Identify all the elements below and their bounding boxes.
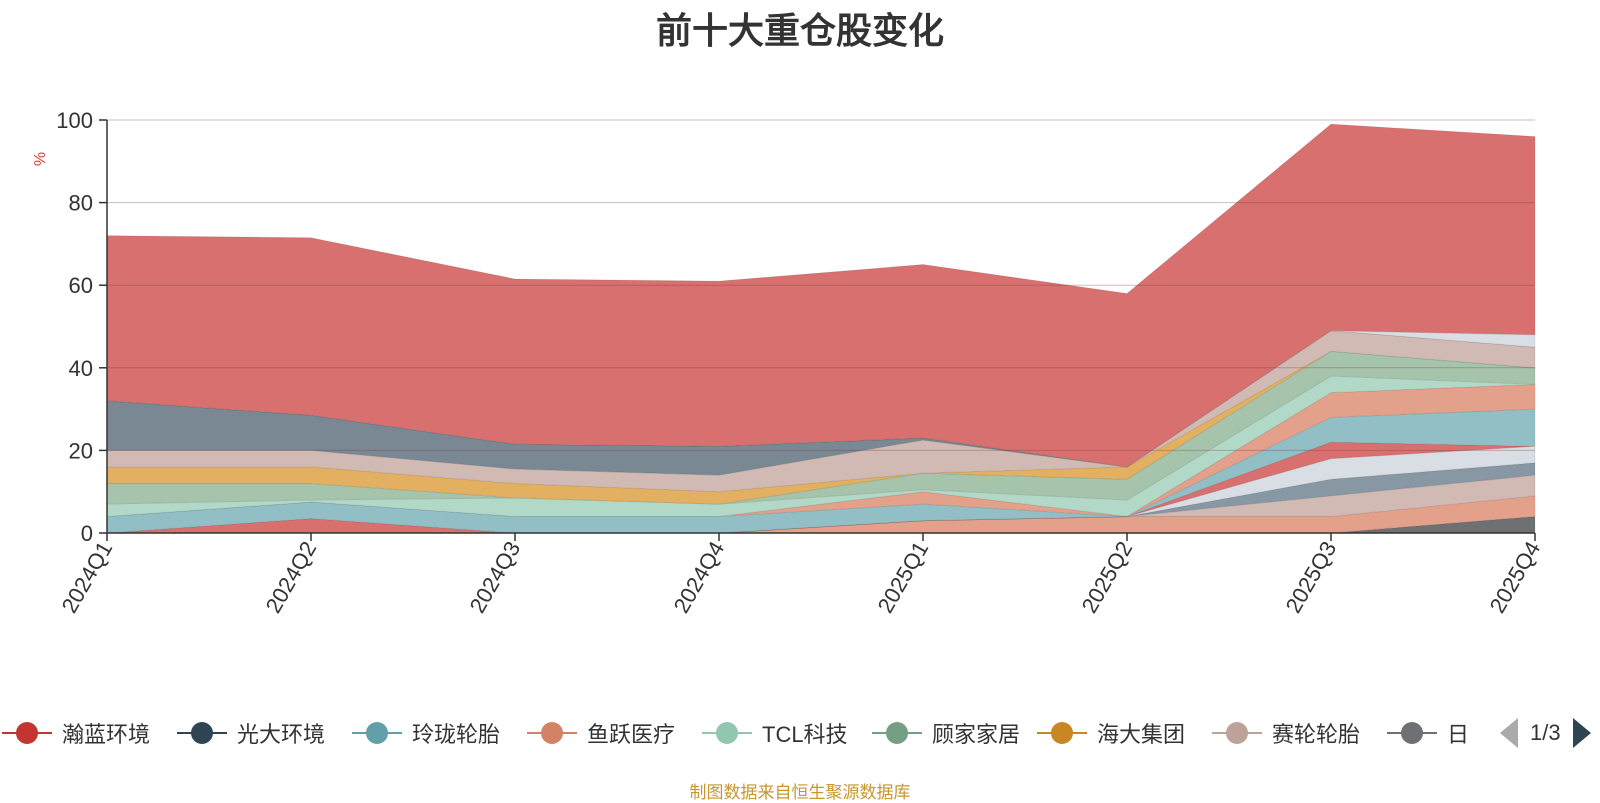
legend-marker-icon <box>2 716 52 750</box>
legend-marker-icon <box>352 716 402 750</box>
x-tick-label-7: 2025Q4 <box>1485 537 1546 617</box>
legend-label: 海大集团 <box>1097 722 1186 747</box>
legend-label: 赛轮轮胎 <box>1272 722 1361 747</box>
legend-marker-icon <box>1387 716 1437 750</box>
legend-item-2[interactable]: 玲珑轮胎 <box>352 716 500 750</box>
legend-marker-icon <box>702 716 752 750</box>
legend-label: 玲珑轮胎 <box>412 722 501 747</box>
area-series-14 <box>106 123 1536 468</box>
legend-label: 日 <box>1447 722 1470 747</box>
y-tick-label-1: 20 <box>69 438 93 463</box>
legend-label: 顾家家居 <box>932 722 1021 747</box>
chart-title: 前十大重仓股变化 <box>655 10 944 51</box>
x-tick-label-5: 2025Q2 <box>1077 537 1138 617</box>
legend: 瀚蓝环境 光大环境 玲珑轮胎 鱼跃医疗 TCL科技 顾家家居 海大集团 赛轮轮胎 日 <box>0 716 1470 750</box>
legend-marker-icon <box>527 716 577 750</box>
data-source-note: 制图数据来自恒生聚源数据库 <box>689 783 911 802</box>
legend-label: TCL科技 <box>762 722 848 747</box>
y-tick-label-5: 100 <box>56 108 93 133</box>
y-tick-label-0: 0 <box>81 521 93 546</box>
legend-item-6[interactable]: 海大集团 <box>1037 716 1185 750</box>
legend-item-1[interactable]: 光大环境 <box>177 716 325 750</box>
x-tick-label-3: 2024Q4 <box>669 537 730 617</box>
legend-page-indicator: 1/3 <box>1530 720 1561 745</box>
x-tick-label-2: 2024Q3 <box>465 537 526 617</box>
legend-marker-icon <box>1037 716 1087 750</box>
y-tick-label-4: 80 <box>69 191 93 216</box>
y-tick-label-2: 40 <box>69 356 93 381</box>
legend-item-5[interactable]: 顾家家居 <box>872 716 1020 750</box>
area-layer <box>106 123 1536 534</box>
legend-label: 瀚蓝环境 <box>62 722 151 747</box>
x-tick-label-6: 2025Q3 <box>1281 537 1342 617</box>
legend-prev-arrow-icon[interactable] <box>1500 718 1518 748</box>
x-tick-label-4: 2025Q1 <box>873 537 934 617</box>
legend-marker-icon <box>872 716 922 750</box>
legend-item-7[interactable]: 赛轮轮胎 <box>1212 716 1360 750</box>
legend-pager: 1/3 <box>1500 716 1591 750</box>
legend-marker-icon <box>177 716 227 750</box>
legend-next-arrow-icon[interactable] <box>1572 718 1591 748</box>
legend-item-0[interactable]: 瀚蓝环境 <box>2 716 150 750</box>
legend-marker-icon <box>1212 716 1262 750</box>
legend-item-4[interactable]: TCL科技 <box>702 716 848 750</box>
legend-item-3[interactable]: 鱼跃医疗 <box>527 716 675 750</box>
legend-item-8[interactable]: 日 <box>1387 716 1469 750</box>
y-tick-label-3: 60 <box>69 273 93 298</box>
x-tick-label-1: 2024Q2 <box>261 537 322 617</box>
legend-label: 光大环境 <box>237 722 326 747</box>
x-tick-label-0: 2024Q1 <box>57 537 118 617</box>
legend-label: 鱼跃医疗 <box>587 722 676 747</box>
